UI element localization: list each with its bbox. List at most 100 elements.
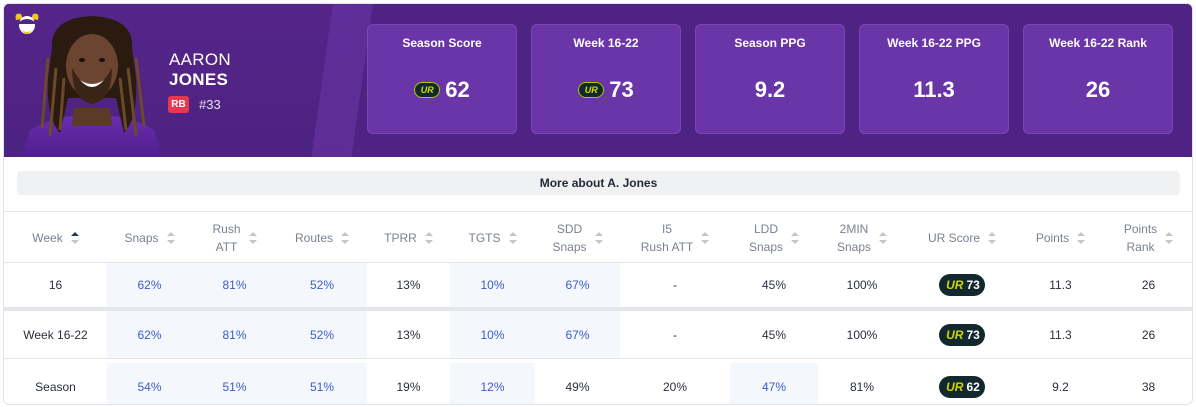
table-row: Season 54% 51% 51% 19% 12% 49% 20% 47% 81% UR 62 9.2… — [4, 363, 1192, 404]
column-header[interactable]: LDD Snaps — [730, 212, 818, 264]
stat-card-week-score: Week 16-22 UR 73 — [531, 24, 681, 134]
sort-ascending-icon[interactable] — [70, 231, 79, 245]
column-header-line: Points — [1123, 222, 1158, 236]
sort-icon[interactable] — [594, 231, 603, 245]
table-cell: 81% — [192, 263, 277, 307]
table-cell: 13% — [396, 327, 421, 342]
table-row: Week 16-22 62% 81% 52% 13% 10% 67% - 45% 100% UR 73… — [4, 311, 1192, 359]
column-header-label: Rush ATT — [212, 220, 240, 256]
column-header[interactable]: Routes — [277, 212, 367, 264]
column-header-line: TPRR — [384, 231, 417, 245]
column-header-label: TPRR — [384, 229, 417, 247]
column-header-label: 2MIN Snaps — [837, 220, 871, 256]
stat-title: Week 16-22 — [573, 36, 639, 50]
table-header-row: Week Snaps Rush ATT Routes TPRR TGTS SDD Snaps I5… — [4, 211, 1192, 264]
column-header-line: Points — [1035, 231, 1070, 245]
ur-logo-icon: UR — [946, 278, 964, 292]
column-header[interactable]: Points — [1018, 212, 1103, 264]
table-cell: 47% — [730, 363, 818, 404]
column-header[interactable]: 2MIN Snaps — [818, 212, 906, 264]
column-header-line: I5 — [661, 222, 672, 236]
column-header[interactable]: Snaps — [107, 212, 192, 264]
sort-icon[interactable] — [166, 231, 175, 245]
sort-icon[interactable] — [1165, 231, 1174, 245]
table-cell: 11.3 — [1049, 327, 1072, 342]
stat-value: 62 — [445, 77, 470, 102]
table-cell: 49% — [565, 379, 590, 394]
column-header-line: Rush ATT — [640, 240, 694, 254]
column-header-line: Rank — [1126, 240, 1155, 254]
column-header-line: LDD — [753, 222, 778, 236]
column-header-line: Rush — [212, 222, 241, 236]
vikings-logo-icon — [15, 13, 39, 34]
column-header[interactable]: SDD Snaps — [535, 212, 620, 264]
sort-icon[interactable] — [988, 231, 996, 245]
table-cell: 10% — [450, 311, 535, 358]
table-cell: 67% — [535, 311, 620, 358]
table-cell: 10% — [450, 263, 535, 307]
table-cell: 13% — [396, 278, 421, 292]
column-header-line: Snaps — [552, 240, 587, 254]
table-cell: 52% — [277, 311, 367, 358]
column-header-line: Week — [32, 231, 63, 245]
table-cell: 16 — [48, 278, 63, 292]
player-last-name: JONES — [169, 70, 229, 89]
table-cell: 9.2 — [1052, 379, 1069, 394]
column-header-line: Snaps — [836, 240, 872, 254]
sort-icon[interactable] — [1077, 231, 1086, 245]
ur-score-value: 62 — [966, 379, 980, 394]
table-cell: 100% — [846, 327, 878, 342]
jersey-number: #33 — [199, 97, 221, 112]
player-card: AARON JONES RB #33 Season Score UR 62 We… — [3, 3, 1193, 405]
table-cell: 26 — [1141, 327, 1156, 342]
column-header-line: Routes — [294, 231, 334, 245]
table-cell: Season — [35, 379, 76, 394]
column-header-line: ATT — [215, 240, 238, 254]
stat-title: Season Score — [402, 36, 482, 50]
column-header[interactable]: Rush ATT — [192, 212, 277, 264]
table-cell: Week 16-22 — [23, 327, 88, 342]
column-header-label: LDD Snaps — [749, 220, 783, 256]
column-header[interactable]: TGTS — [450, 212, 535, 264]
stat-title: Week 16-22 Rank — [1049, 36, 1147, 50]
column-header-label: SDD Snaps — [552, 220, 586, 256]
player-headshot-icon — [22, 16, 162, 157]
sort-icon[interactable] — [248, 231, 257, 245]
sort-icon[interactable] — [701, 231, 710, 245]
column-header-line: UR Score — [927, 231, 980, 245]
column-header-line: Snaps — [748, 240, 784, 254]
stat-card-week-ppg: Week 16-22 PPG 11.3 — [859, 24, 1009, 134]
player-header: AARON JONES RB #33 Season Score UR 62 We… — [4, 4, 1192, 157]
sort-icon[interactable] — [791, 231, 800, 245]
sort-icon[interactable] — [341, 231, 350, 245]
column-header[interactable]: UR Score — [906, 212, 1018, 264]
stat-value: 26 — [1085, 77, 1111, 102]
column-header[interactable]: I5 Rush ATT — [620, 212, 730, 264]
table-cell: 100% — [846, 278, 878, 292]
table-cell: 62% — [107, 263, 192, 307]
table-cell: 20% — [662, 379, 688, 394]
table-cell: 67% — [535, 263, 620, 307]
more-about-player-button[interactable]: More about A. Jones — [17, 171, 1180, 195]
column-header[interactable]: TPRR — [367, 212, 450, 264]
column-header-label: TGTS — [469, 229, 501, 247]
column-header[interactable]: Points Rank — [1103, 212, 1192, 264]
table-cell: 54% — [107, 363, 192, 404]
table-cell: 11.3 — [1049, 278, 1072, 292]
sort-icon[interactable] — [508, 231, 517, 245]
table-cell: 26 — [1141, 278, 1156, 292]
ur-logo-icon: UR — [578, 82, 605, 98]
column-header[interactable]: Week — [4, 212, 107, 264]
column-header-line: 2MIN — [839, 222, 869, 236]
column-header-label: Routes — [295, 229, 333, 247]
table-cell: 51% — [192, 363, 277, 404]
table-cell: 52% — [277, 263, 367, 307]
column-header-label: UR Score — [928, 229, 980, 247]
ur-logo-icon: UR — [414, 82, 441, 98]
table-cell: 62% — [107, 311, 192, 358]
ur-score-badge: UR 62 — [939, 375, 985, 398]
sort-icon[interactable] — [879, 231, 888, 245]
ur-logo-icon: UR — [946, 379, 964, 394]
sort-icon[interactable] — [424, 231, 433, 245]
column-header-label: Points Rank — [1124, 220, 1157, 256]
